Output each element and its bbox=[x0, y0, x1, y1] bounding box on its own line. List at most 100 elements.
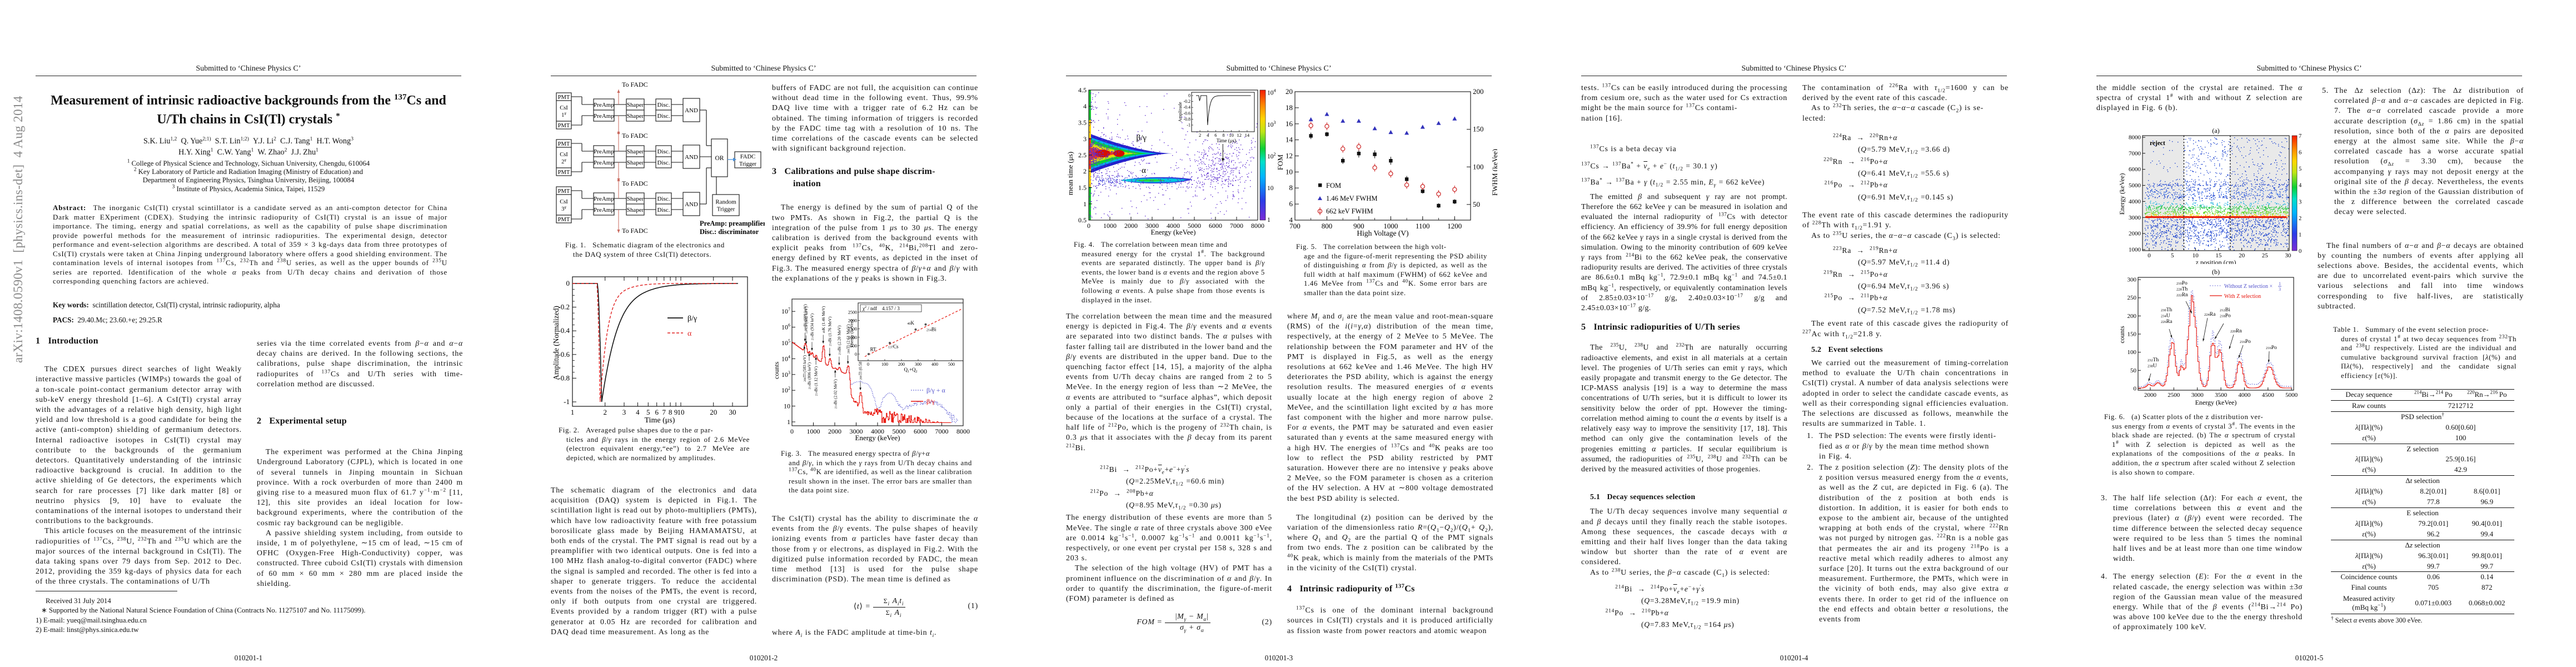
svg-text:Disc.: Disc. bbox=[657, 196, 670, 202]
svg-text:4: 4 bbox=[1207, 132, 1209, 138]
svg-text:3000: 3000 bbox=[850, 427, 863, 435]
svg-text:2500: 2500 bbox=[2168, 392, 2180, 399]
svg-text:Shaper: Shaper bbox=[627, 207, 644, 213]
svg-text:137Cs: 137Cs bbox=[888, 344, 899, 350]
svg-text:6: 6 bbox=[655, 408, 659, 416]
svg-text:To FADC: To FADC bbox=[622, 227, 648, 235]
svg-text:Shaper: Shaper bbox=[627, 113, 644, 120]
svg-text:20: 20 bbox=[2239, 252, 2245, 259]
svg-text:FWHM (keVee): FWHM (keVee) bbox=[1491, 149, 1497, 196]
svg-text:1#: 1# bbox=[561, 112, 566, 118]
svg-text:1: 1 bbox=[571, 408, 575, 416]
svg-text:210Po: 210Po bbox=[2176, 281, 2188, 286]
svg-text:5: 5 bbox=[646, 408, 650, 416]
svg-text:Disc.: Disc. bbox=[657, 207, 670, 213]
svg-text:10: 10 bbox=[1285, 167, 1293, 176]
svg-text:103: 103 bbox=[781, 370, 790, 379]
svg-text:50: 50 bbox=[2130, 367, 2137, 374]
svg-text:9: 9 bbox=[674, 408, 678, 416]
svg-text:18: 18 bbox=[1285, 103, 1293, 112]
svg-text:PreAmp: PreAmp bbox=[594, 113, 614, 120]
svg-text:3: 3 bbox=[622, 408, 626, 416]
svg-text:5: 5 bbox=[2171, 252, 2174, 259]
svg-text:800: 800 bbox=[1322, 222, 1333, 230]
svg-text:PreAmp: PreAmp bbox=[594, 196, 614, 202]
svg-text:PMT: PMT bbox=[558, 170, 570, 176]
svg-text:0: 0 bbox=[1188, 93, 1190, 98]
svg-text:Energy (keVee): Energy (keVee) bbox=[855, 434, 900, 442]
svg-text:Disc.: Disc. bbox=[657, 148, 670, 155]
svg-text:Without Z selection ×: Without Z selection × bbox=[2224, 283, 2273, 290]
svg-text:0: 0 bbox=[855, 352, 857, 357]
svg-text:PMT: PMT bbox=[558, 123, 570, 129]
svg-text:4000: 4000 bbox=[2238, 392, 2251, 399]
svg-text:3.5: 3.5 bbox=[1078, 119, 1087, 127]
svg-text:Disc.: discriminator: Disc.: discriminator bbox=[700, 228, 759, 236]
svg-text:RT: RT bbox=[870, 347, 876, 352]
svg-text:8: 8 bbox=[669, 408, 672, 416]
svg-text:216Po: 216Po bbox=[2240, 339, 2251, 345]
svg-text:2000: 2000 bbox=[848, 318, 857, 323]
svg-text:-0.8: -0.8 bbox=[558, 374, 570, 382]
svg-text:1: 1 bbox=[787, 418, 790, 426]
svg-text:Energy (keVee): Energy (keVee) bbox=[849, 320, 854, 347]
svg-text:7000: 7000 bbox=[935, 427, 949, 435]
svg-text:mean time (μs): mean time (μs) bbox=[1066, 152, 1074, 195]
svg-text:CsI: CsI bbox=[560, 105, 568, 111]
svg-text:8: 8 bbox=[1289, 183, 1293, 192]
svg-text:1500: 1500 bbox=[848, 327, 857, 332]
svg-text:214Bi (934 keV): 214Bi (934 keV) bbox=[810, 313, 815, 341]
svg-text:β/γ: β/γ bbox=[926, 397, 935, 405]
svg-text:FOM: FOM bbox=[1276, 154, 1284, 170]
svg-text:FOM: FOM bbox=[1326, 182, 1341, 190]
svg-text:3#: 3# bbox=[561, 206, 566, 212]
svg-text:3500: 3500 bbox=[2215, 392, 2228, 399]
svg-text:4: 4 bbox=[2299, 183, 2302, 189]
svg-text:1000: 1000 bbox=[1103, 222, 1117, 230]
svg-text:PreAmp: PreAmp bbox=[594, 160, 614, 166]
svg-text:Trigger: Trigger bbox=[717, 206, 735, 213]
svg-text:1.5: 1.5 bbox=[1078, 184, 1087, 192]
svg-text:2.5: 2.5 bbox=[1078, 151, 1087, 159]
svg-text:6000: 6000 bbox=[2129, 166, 2141, 173]
svg-text:226Ra: 226Ra bbox=[2161, 319, 2173, 325]
svg-text:PMT: PMT bbox=[558, 141, 570, 147]
svg-text:224Ra: 224Ra bbox=[2204, 312, 2216, 317]
svg-text:2: 2 bbox=[2299, 216, 2301, 222]
svg-text:14: 14 bbox=[1245, 132, 1250, 138]
svg-text:400: 400 bbox=[931, 362, 938, 367]
svg-text:4500: 4500 bbox=[2262, 392, 2275, 399]
svg-text:1000: 1000 bbox=[807, 427, 820, 435]
svg-text:1: 1 bbox=[2299, 232, 2301, 238]
svg-text:z position (cm): z position (cm) bbox=[2196, 258, 2236, 264]
svg-text:2500: 2500 bbox=[848, 310, 857, 315]
svg-text:105: 105 bbox=[781, 339, 790, 347]
svg-text:Trigger: Trigger bbox=[739, 161, 757, 167]
svg-text:200: 200 bbox=[1473, 87, 1484, 96]
svg-text:10: 10 bbox=[2193, 252, 2199, 259]
svg-text:5000: 5000 bbox=[1188, 222, 1201, 230]
svg-text:0: 0 bbox=[2299, 248, 2301, 255]
svg-text:700: 700 bbox=[1289, 222, 1301, 230]
svg-text:15: 15 bbox=[2215, 252, 2222, 259]
svg-text:4.5: 4.5 bbox=[1078, 86, 1087, 94]
svg-text:-0.8: -0.8 bbox=[1183, 117, 1190, 122]
svg-text:PMT: PMT bbox=[558, 217, 570, 223]
svg-text:5000: 5000 bbox=[2129, 182, 2141, 189]
svg-text:-1: -1 bbox=[564, 397, 570, 406]
svg-text:100: 100 bbox=[881, 362, 888, 367]
svg-text:4000: 4000 bbox=[871, 427, 884, 435]
svg-text:8000: 8000 bbox=[2129, 135, 2141, 141]
svg-text:100: 100 bbox=[2127, 349, 2137, 356]
svg-text:8000: 8000 bbox=[956, 427, 970, 435]
svg-text:150: 150 bbox=[1473, 125, 1484, 133]
svg-text:10: 10 bbox=[677, 408, 685, 416]
svg-text:3000: 3000 bbox=[2129, 215, 2141, 221]
svg-text:0: 0 bbox=[2134, 386, 2137, 392]
svg-text:107: 107 bbox=[781, 307, 790, 315]
svg-text:16: 16 bbox=[1285, 120, 1293, 128]
svg-text:200: 200 bbox=[898, 362, 905, 367]
svg-text:Time (μs): Time (μs) bbox=[1217, 138, 1236, 143]
svg-text:0: 0 bbox=[867, 362, 869, 367]
svg-text:2000: 2000 bbox=[1124, 222, 1138, 230]
